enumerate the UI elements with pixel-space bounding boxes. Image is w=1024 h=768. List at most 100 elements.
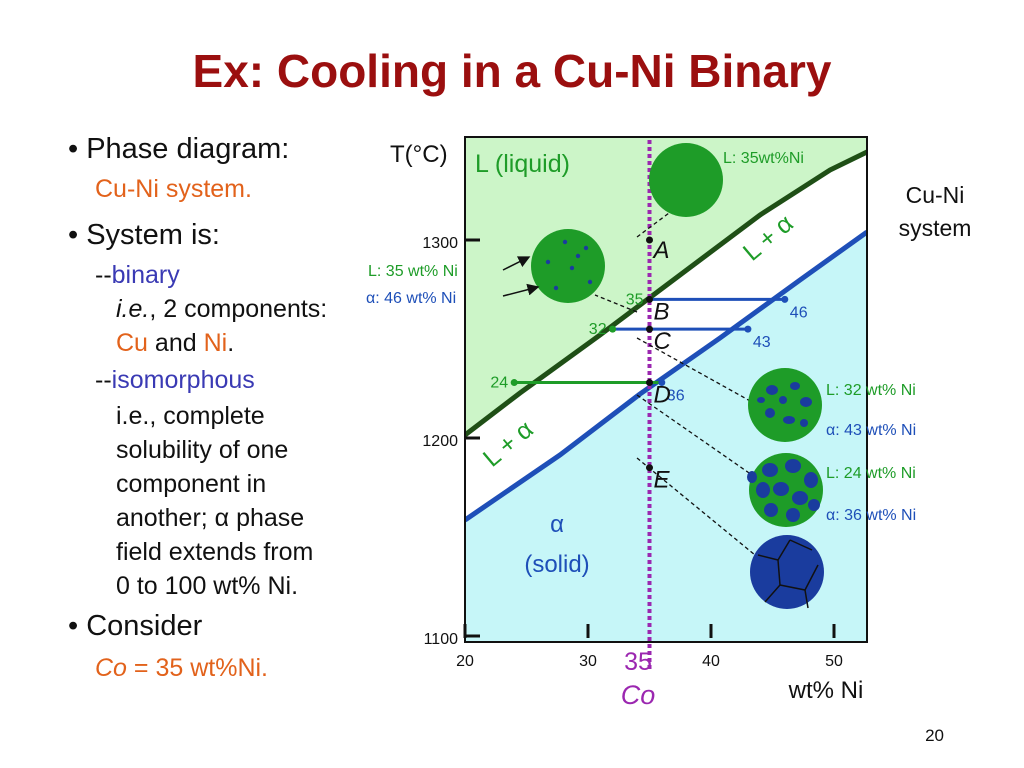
co-symbol: Co [95, 654, 127, 682]
iso-line-3: another; α phase [116, 504, 305, 532]
microstructure-d [747, 453, 823, 527]
annotation-d-alpha: α: 36 wt% Ni [826, 507, 916, 524]
solid-label-text: (solid) [524, 551, 589, 578]
microstructure-b [531, 229, 605, 303]
tie-line-solid-label-1: 43 [753, 334, 771, 351]
solidus-line [465, 229, 867, 523]
liquid-grain-a [649, 143, 723, 217]
iso-line-4: field extends from [116, 538, 314, 566]
point-a-marker [646, 236, 653, 244]
ni-period: . [227, 329, 235, 357]
liquid-grain-b [531, 229, 605, 303]
annotation-c-liquid: L: 32 wt% Ni [826, 382, 916, 399]
co-definition: Co = 35 wt%Ni. [95, 651, 268, 685]
connector-c [636, 337, 753, 403]
connector-e [636, 457, 756, 556]
annotation-b-liquid: L: 35 wt% Ni [368, 263, 458, 280]
co-axis-symbol: Co [621, 680, 656, 710]
iso-line-0: i.e., complete [116, 402, 265, 430]
arrow-b-liquid [502, 256, 531, 271]
alpha-nuclei-b [545, 239, 593, 291]
ie-prefix: i.e. [116, 295, 150, 323]
binary-prefix: -- [95, 261, 112, 289]
tie-line-liquid-label-0: 35 [626, 291, 644, 308]
point-e-label: E [654, 467, 671, 494]
page-number: 20 [925, 726, 944, 745]
iso-word: isomorphous [111, 366, 255, 394]
tie-line-liquid-label-1: 32 [589, 321, 607, 338]
point-d-marker [646, 379, 653, 387]
tie-line-solid-end-0 [781, 295, 789, 303]
state-points: A BCD E [646, 236, 672, 494]
tie-line-solid-end-2 [658, 379, 666, 387]
liquid-grain-c [748, 368, 822, 442]
grain-boundaries-e [757, 539, 819, 609]
iso-line-2: component in [116, 470, 267, 498]
iso-line-1: solubility of one [116, 436, 289, 464]
point-c-label: C [654, 328, 672, 355]
iso-line-5: 0 to 100 wt% Ni. [116, 572, 299, 600]
liquid-region-label: L (liquid) [475, 150, 570, 178]
bullet-phase-diagram: • Phase diagram: [68, 133, 290, 165]
isomorphous-line: --isomorphous [95, 363, 255, 397]
solid-region [465, 232, 867, 642]
co-value: = 35 wt%Ni. [126, 654, 268, 682]
ni-word: Ni [203, 329, 228, 357]
liquidus-line [465, 149, 867, 437]
point-d-label: D [654, 382, 671, 409]
annotation-b-alpha: α: 46 wt% Ni [366, 290, 456, 307]
annotation-c-alpha: α: 43 wt% Ni [826, 422, 916, 439]
x-axis-ticks: 20 30 40 50 [456, 624, 843, 670]
y-axis-ticks: 1300 1200 1100 [422, 235, 480, 648]
y-tick-label-0: 1300 [422, 235, 458, 252]
x-tick-label-1: 30 [579, 653, 597, 670]
tie-line-solid-label-0: 46 [790, 304, 808, 321]
x-tick-label-3: 50 [825, 653, 843, 670]
bullet-phase-diagram-sub: Cu-Ni system. [95, 175, 252, 203]
point-b-label: B [654, 298, 670, 325]
ie-rest: , 2 components: [149, 295, 328, 323]
tie-line-solid-label-2: 36 [667, 388, 685, 405]
bullet-system-is: • System is: [68, 219, 220, 251]
system-label-line2: system [899, 215, 972, 241]
annotation-d-liquid: L: 24 wt% Ni [826, 465, 916, 482]
alpha-grains-c [757, 382, 812, 427]
binary-line: --binary [95, 258, 180, 292]
point-c-marker [646, 325, 653, 333]
y-tick-label-2: 1100 [424, 631, 459, 648]
y-axis-label: T(°C) [390, 141, 448, 168]
cu-ni-line: Cu and Ni. [116, 326, 234, 360]
x-tick-label-2: 40 [702, 653, 720, 670]
point-e-marker [646, 464, 653, 472]
bullet-consider: • Consider [68, 610, 203, 642]
point-b-marker [646, 295, 653, 303]
plot-frame [464, 136, 868, 643]
tie-line-solid-end-1 [744, 325, 752, 333]
co-tick-label: 35 [624, 648, 652, 676]
tie-lines: 35 46 32 43 24 36 [490, 291, 807, 404]
binary-word: binary [111, 261, 180, 289]
tie-line-liquid-end-1 [609, 325, 617, 333]
microstructure-e [750, 535, 824, 609]
connector-d [636, 394, 753, 476]
components-line: i.e., 2 components: [116, 292, 327, 326]
microstructure-c [748, 368, 822, 442]
tie-line-liquid-label-2: 24 [490, 375, 508, 392]
arrow-b-alpha [502, 283, 540, 297]
tie-line-liquid-end-2 [510, 379, 518, 387]
slide-title: Ex: Cooling in a Cu-Ni Binary [192, 45, 832, 97]
y-tick-label-1: 1200 [422, 433, 458, 450]
x-axis-label: wt% Ni [788, 677, 864, 704]
connector-a [636, 209, 674, 238]
microstructure-connectors [594, 209, 756, 556]
iso-prefix: -- [95, 366, 112, 394]
two-phase-region [465, 152, 867, 520]
annotation-a-liquid: L: 35wt%Ni [723, 150, 804, 167]
system-label-line1: Cu-Ni [906, 182, 965, 208]
point-a-label: A [652, 237, 670, 264]
alpha-grains-d [747, 459, 820, 522]
and-word: and [147, 329, 204, 357]
x-tick-label-0: 20 [456, 653, 474, 670]
connector-b [594, 294, 638, 313]
